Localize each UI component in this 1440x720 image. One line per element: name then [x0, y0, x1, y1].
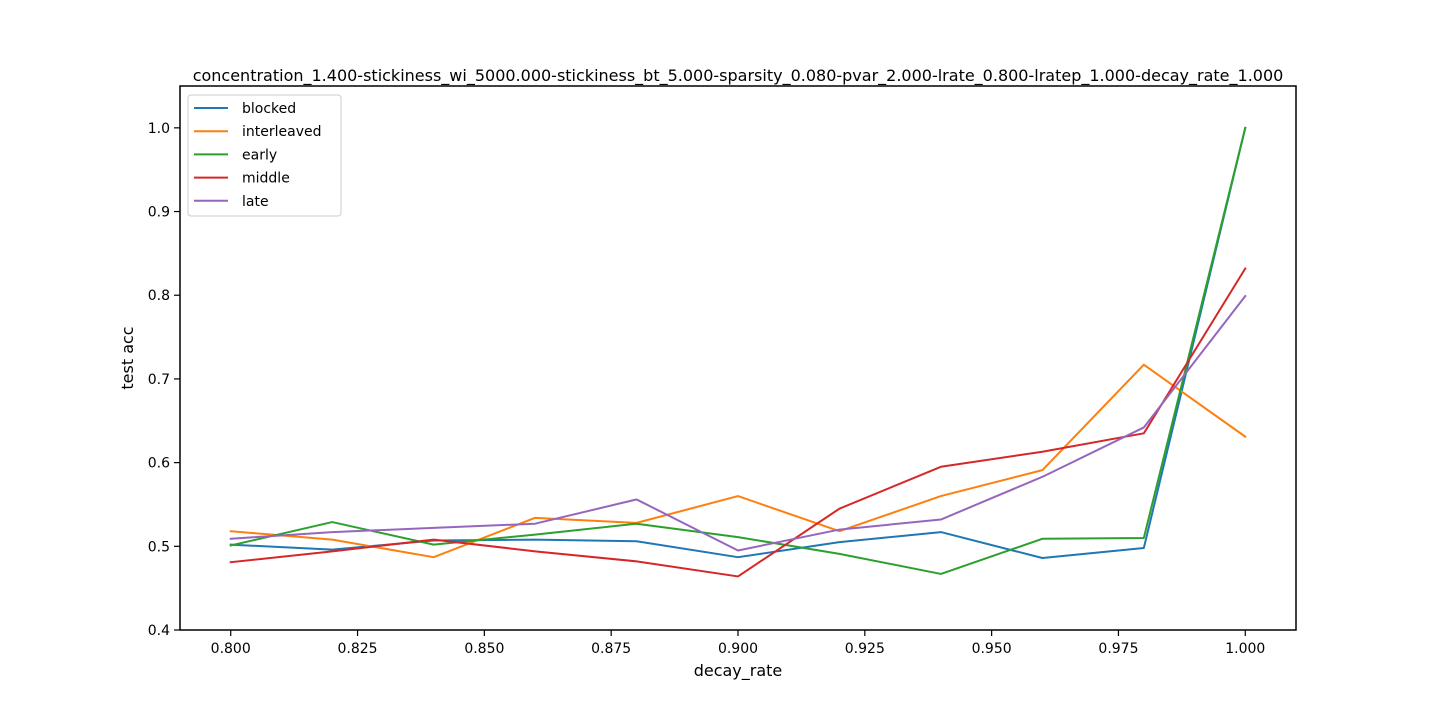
x-tick-label: 0.975 [1098, 641, 1138, 657]
y-tick-label: 0.6 [148, 456, 170, 472]
x-tick-label: 0.925 [845, 641, 885, 657]
x-tick-label: 0.900 [718, 641, 758, 657]
legend-label-late: late [242, 194, 269, 210]
x-tick-label: 0.850 [464, 641, 504, 657]
series-line-late [229, 294, 1247, 552]
x-tick-label: 1.000 [1225, 641, 1265, 657]
series-line-interleaved [229, 363, 1247, 559]
y-tick-label: 0.8 [148, 288, 170, 304]
x-tick-label: 0.800 [211, 641, 251, 657]
series-layer [229, 126, 1247, 578]
x-tick-label: 0.875 [591, 641, 631, 657]
legend-box [187, 94, 342, 217]
y-axis-label: test acc [118, 326, 137, 389]
y-tick-label: 1.0 [148, 121, 170, 137]
series-line-middle [229, 267, 1247, 578]
y-tick-label: 0.7 [148, 372, 170, 388]
y-tick-label: 0.5 [148, 539, 170, 555]
y-tick-label: 0.4 [148, 623, 170, 639]
legend-label-early: early [242, 147, 277, 163]
legend: blocked interleaved early middle late [187, 94, 342, 217]
x-tick-label: 0.825 [337, 641, 377, 657]
x-tick-label: 0.950 [972, 641, 1012, 657]
series-line-early [229, 126, 1247, 575]
axes-layer: 0.800 0.825 0.850 0.875 0.900 0.925 0.950 0.975… [148, 85, 1297, 657]
chart-title: concentration_1.400-stickiness_wi_5000.0… [193, 66, 1284, 86]
x-axis-label: decay_rate [694, 661, 783, 681]
legend-label-blocked: blocked [242, 101, 296, 117]
legend-label-middle: middle [242, 171, 290, 187]
y-tick-label: 0.9 [148, 205, 170, 221]
legend-label-interleaved: interleaved [242, 124, 322, 140]
